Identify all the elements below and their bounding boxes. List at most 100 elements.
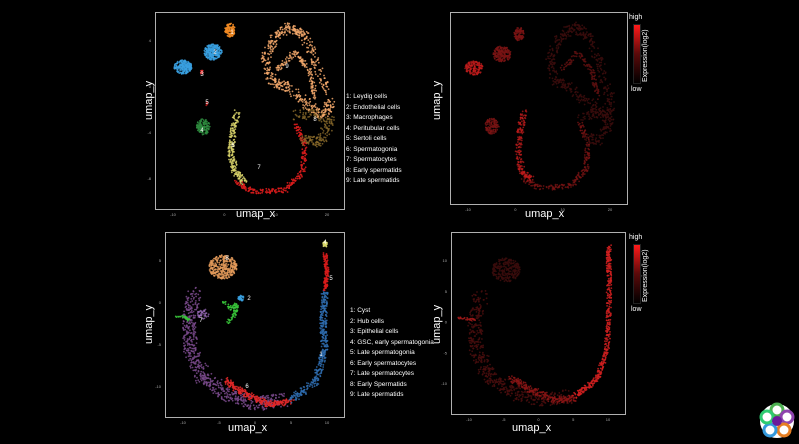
cluster-8-point (303, 117, 306, 120)
expression-point (528, 183, 530, 186)
expression-point (571, 95, 574, 98)
cluster-7-point (226, 387, 229, 389)
cluster-8-point (216, 261, 219, 264)
cluster-9-point (287, 24, 290, 27)
cluster-7-point (237, 403, 240, 405)
cluster-7-point (208, 385, 210, 387)
cluster-3-point (199, 71, 202, 74)
expression-point (564, 63, 566, 66)
cluster-4-point (198, 120, 201, 122)
cluster-9-point (305, 37, 308, 39)
cluster-7-label: 7 (257, 165, 261, 171)
cluster-8-point (325, 120, 328, 123)
cluster-7-point (198, 299, 201, 302)
expression-point (569, 61, 572, 64)
expression-point (598, 114, 600, 117)
cluster-9-point (279, 68, 282, 71)
cluster-9-point (305, 100, 307, 102)
cluster-7-point (270, 398, 272, 400)
bottom-left-y-tick-label: 0 (159, 300, 162, 305)
cluster-8-point (224, 259, 226, 262)
cluster-6-point (264, 403, 267, 406)
expression-point (606, 84, 609, 87)
expression-point (600, 61, 603, 64)
expression-point (506, 50, 509, 53)
cluster-9-point (297, 56, 300, 58)
cluster-7-point (197, 293, 200, 296)
cluster-7-point (240, 399, 243, 402)
cluster-9-point (297, 91, 300, 93)
bottom-left-x-tick-label: 10 (325, 420, 330, 425)
cluster-7-point (258, 404, 260, 407)
expression-point (608, 103, 611, 106)
cluster-9-point (312, 105, 315, 108)
expression-point (548, 68, 551, 70)
cluster-7-point (245, 400, 247, 402)
cluster-7-point (275, 396, 277, 399)
cluster-6-point (234, 131, 236, 134)
expression-point (582, 96, 585, 99)
cluster-6-point (267, 404, 270, 407)
cluster-8-point (323, 123, 326, 125)
cluster-9-point (327, 98, 330, 101)
cluster-4-point (199, 131, 201, 133)
cluster-9-point (285, 34, 288, 36)
expression-point (606, 112, 609, 115)
expression-point (494, 126, 497, 129)
cluster-9-point (325, 105, 328, 108)
cluster-8-point (222, 275, 225, 278)
cluster-9-point (278, 81, 281, 84)
cluster-8-point (325, 127, 328, 129)
cluster-7-point (195, 336, 197, 338)
cluster-7-point (285, 187, 287, 190)
top-left-x-tick-label: 10 (273, 212, 278, 217)
cluster-8-point (221, 277, 224, 280)
cluster-2-point (209, 49, 212, 51)
cluster-9-point (283, 31, 286, 34)
expression-point (567, 63, 570, 66)
cluster-6-point (285, 399, 287, 401)
cluster-7-point (225, 397, 228, 399)
expression-point (600, 59, 603, 62)
expression-point (585, 158, 588, 161)
cluster-9-point (276, 69, 278, 71)
expression-point (591, 55, 593, 58)
expression-point (601, 80, 603, 83)
colorbar-top-right (633, 24, 641, 84)
cluster-9-point (288, 30, 291, 32)
expression-point (595, 83, 598, 86)
expression-point (565, 31, 568, 34)
cluster-7-point (297, 129, 300, 131)
cluster-8-point (226, 273, 229, 276)
expression-point (558, 185, 561, 187)
cluster-6-point (229, 159, 232, 162)
cluster-7-point (189, 332, 192, 334)
cluster-9-point (304, 33, 306, 36)
cluster-9-point (320, 116, 323, 119)
cluster-9-point (279, 84, 282, 87)
cluster-1-point (232, 25, 234, 28)
cluster-9-point (324, 77, 326, 79)
cluster-6-point (237, 117, 240, 119)
expression-point (496, 126, 499, 128)
cluster-9-point (323, 109, 325, 111)
cluster-6-point (237, 112, 240, 114)
cluster-9-point (314, 56, 316, 58)
cluster-7-point (184, 352, 187, 354)
cluster-2-point (209, 45, 211, 48)
expression-point (494, 119, 496, 121)
cluster-8-point (209, 271, 212, 274)
cluster-8-point (308, 136, 311, 138)
cluster-6-point (230, 124, 233, 127)
expression-point (549, 57, 551, 60)
cluster-8-point (219, 259, 222, 262)
expression-point (602, 134, 604, 137)
expression-point (476, 68, 479, 71)
cluster-7-point (195, 292, 198, 295)
top-left-x-tick-label: 0 (223, 212, 226, 217)
cluster-7-point (303, 168, 306, 170)
expression-point (519, 131, 521, 134)
expression-point (577, 123, 580, 126)
cluster-8-point (213, 274, 215, 277)
expression-point (596, 65, 599, 68)
